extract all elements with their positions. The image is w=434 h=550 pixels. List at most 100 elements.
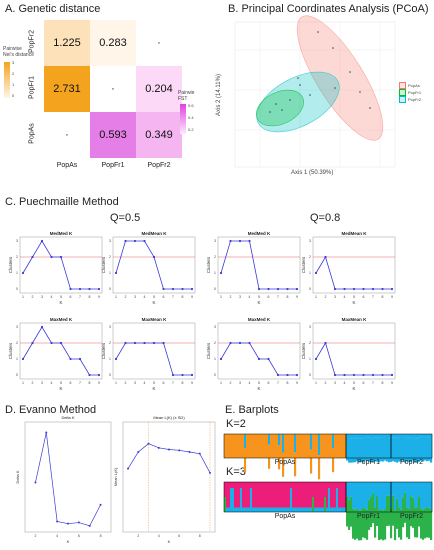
evanno-x-tick: 2 [34,534,36,538]
y-tick-label: 1 [214,357,216,361]
delta-k-plot: Delta K 2 4 6 8 K Delta K [15,415,112,544]
y-axis-label: Clusters [8,256,13,273]
admixture-bar [246,482,249,508]
admixture-bar [238,434,241,458]
admixture-bar [322,507,325,512]
subplot-frame [217,322,301,380]
cluster-point [190,287,194,291]
admixture-bar [336,434,339,458]
fst-legend-tick: 0.4 [188,115,194,120]
admixture-bar [234,507,237,512]
x-tick-label: 8 [89,381,91,385]
admixture-bar [316,482,319,508]
admixture-bar [430,482,433,511]
admixture-bar [362,507,365,538]
admixture-bar [268,482,271,508]
admixture-bar [428,482,431,508]
x-tick-label: 7 [79,381,81,385]
admixture-bar [286,482,289,508]
heatmap-cell: · [44,112,90,158]
neis-legend-title2: Nei's distance [3,52,34,58]
admixture-bar [408,437,411,462]
admixture-bar [406,482,409,508]
cluster-point [314,357,318,361]
x-tick-label: 4 [344,295,346,299]
x-tick-label: 9 [391,381,393,385]
admixture-bar [344,507,347,512]
cluster-point [286,373,289,377]
x-tick-label: 3 [41,295,43,299]
barplot-pop-label: PopFr2 [400,513,423,520]
admixture-bar [354,509,357,540]
subplot-frame [19,322,103,380]
admixture-bar [382,510,385,541]
heatmap-cell: 1.225 [44,20,90,66]
admixture-bar [238,507,241,512]
cluster-point [21,271,25,275]
y-axis-label: Clusters [301,256,306,273]
k2-label: K=2 [226,418,246,430]
admixture-bar [400,434,403,438]
admixture-bar [388,495,391,526]
cluster-point [276,287,280,291]
admixture-bar [388,482,391,496]
barplot-pop-label: PopFr2 [400,459,423,466]
evanno-x-tick: 2 [137,534,139,538]
admixture-bar [422,434,425,438]
admixture-bar [254,434,257,458]
admixture-bar [376,482,379,496]
barplot-frame [223,481,433,513]
admixture-bar [274,482,277,508]
admixture-bar [326,482,329,508]
admixture-bar [288,507,291,512]
evanno-title: Delta K [61,415,74,420]
admixture-bar [404,492,407,523]
evanno-point [127,467,129,470]
x-tick-label: 4 [249,295,251,299]
admixture-bar [404,438,407,463]
admixture-bar [402,482,405,498]
admixture-bar [296,434,299,458]
admixture-bar [232,434,235,458]
admixture-bar [326,434,329,458]
x-tick-label: 2 [325,381,327,385]
evanno-frame [122,421,216,533]
cluster-point [390,373,394,377]
admixture-bar [298,507,301,512]
cluster-point [171,287,175,291]
admixture-bar [330,507,333,512]
admixture-bar [266,507,269,512]
admixture-bar [250,434,253,458]
admixture-bar [352,434,355,439]
pcoa-legend-label: PopFr1 [408,90,422,95]
admixture-bar [354,434,357,439]
y-tick-label: 2 [16,341,18,345]
y-tick-label: 2 [109,341,111,345]
admixture-bar [416,482,419,508]
admixture-bar [384,509,387,540]
admixture-bar [260,434,263,458]
admixture-bar [394,510,397,541]
x-tick-label: 8 [382,381,384,385]
q-label-05: Q=0.5 [110,212,141,224]
admixture-bar [374,437,377,462]
admixture-bar [410,438,413,463]
admixture-bar [386,482,389,496]
cluster-point [371,373,375,377]
cluster-point [238,341,242,345]
heatmap-cell: · [90,66,136,112]
panel-e-title: E. Barplots [225,404,279,416]
x-tick-label: 6 [363,295,365,299]
admixture-bar [328,488,331,512]
admixture-bar [430,434,433,439]
neis-legend-tick: 2 [12,71,15,76]
admixture-bar [364,436,367,461]
admixture-bar [334,507,337,512]
admixture-bar [374,507,377,538]
admixture-bar [430,438,433,463]
admixture-bar [348,499,351,530]
subplot-title: MedMean K [341,231,367,236]
admixture-bar [364,434,367,437]
